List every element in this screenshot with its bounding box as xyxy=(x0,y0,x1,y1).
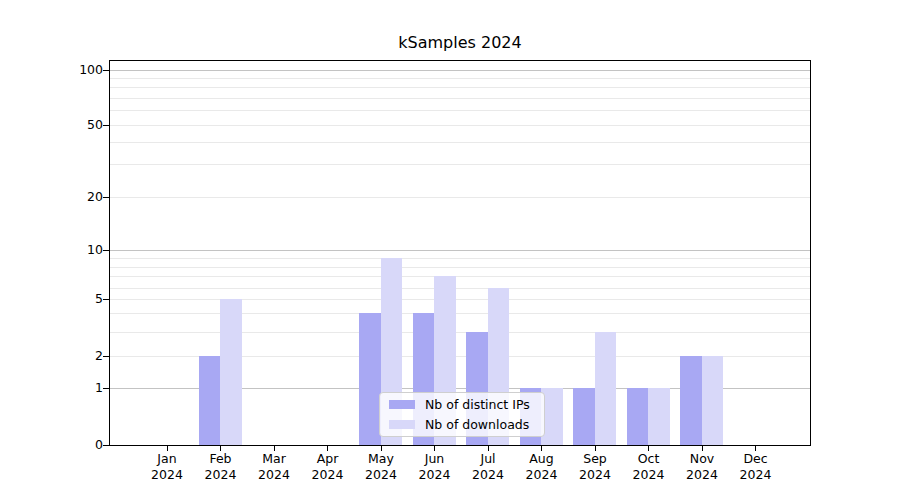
bar-may-series0 xyxy=(359,313,381,445)
minor-gridline xyxy=(110,142,810,143)
minor-gridline xyxy=(110,276,810,277)
minor-gridline xyxy=(110,164,810,165)
minor-gridline xyxy=(110,98,810,99)
minor-gridline xyxy=(110,299,810,300)
minor-gridline xyxy=(110,78,810,79)
y-tick-label: 100 xyxy=(0,61,103,79)
bar-nov-series1 xyxy=(702,356,724,445)
legend-label: Nb of distinct IPs xyxy=(425,397,530,412)
bar-sep-series0 xyxy=(573,388,595,445)
legend-item: Nb of downloads xyxy=(389,416,544,433)
y-tick-label: 50 xyxy=(0,116,103,134)
major-gridline xyxy=(110,70,810,71)
minor-gridline xyxy=(110,110,810,111)
bar-feb-series0 xyxy=(199,356,221,445)
minor-gridline xyxy=(110,87,810,88)
minor-gridline xyxy=(110,197,810,198)
legend-item: Nb of distinct IPs xyxy=(389,396,544,413)
x-tick-label: Dec 2024 xyxy=(724,451,788,482)
y-tick-label: 1 xyxy=(0,379,103,397)
minor-gridline xyxy=(110,125,810,126)
legend-label: Nb of downloads xyxy=(425,417,529,432)
bar-feb-series1 xyxy=(220,299,242,445)
minor-gridline xyxy=(110,258,810,259)
legend-swatch-icon xyxy=(389,420,415,429)
minor-gridline xyxy=(110,267,810,268)
chart-title: kSamples 2024 xyxy=(110,33,810,52)
plot-area xyxy=(109,60,811,446)
bar-oct-series0 xyxy=(627,388,649,445)
minor-gridline xyxy=(110,288,810,289)
bar-oct-series1 xyxy=(648,388,670,445)
y-tick-label: 10 xyxy=(0,241,103,259)
y-tick-label: 0 xyxy=(0,436,103,454)
bar-nov-series0 xyxy=(680,356,702,445)
legend-swatch-icon xyxy=(389,400,415,409)
legend: Nb of distinct IPs Nb of downloads xyxy=(379,392,545,437)
minor-gridline xyxy=(110,332,810,333)
figure: kSamples 2024 0125102050100 Jan 2024Feb … xyxy=(0,0,900,500)
y-tick-mark xyxy=(103,445,110,446)
major-gridline xyxy=(110,250,810,251)
y-tick-label: 20 xyxy=(0,188,103,206)
y-tick-label: 2 xyxy=(0,347,103,365)
bar-sep-series1 xyxy=(595,332,617,445)
y-tick-label: 5 xyxy=(0,290,103,308)
minor-gridline xyxy=(110,313,810,314)
